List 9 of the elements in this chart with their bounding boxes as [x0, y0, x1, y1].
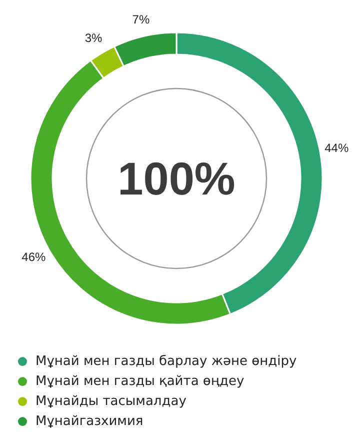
legend-label: Мұнай мен газды барлау және өндіру — [36, 354, 297, 369]
legend-label: Мұнайды тасымалдау — [36, 394, 187, 409]
legend-label: Мұнайгазхимия — [36, 414, 144, 429]
legend-label: Мұнай мен газды қайта өңдеу — [36, 374, 244, 389]
data-label: 44% — [324, 140, 349, 155]
data-label: 3% — [84, 31, 103, 46]
data-label: 46% — [22, 250, 46, 264]
text: 100% — [118, 152, 236, 204]
data-label: 7% — [132, 12, 150, 26]
